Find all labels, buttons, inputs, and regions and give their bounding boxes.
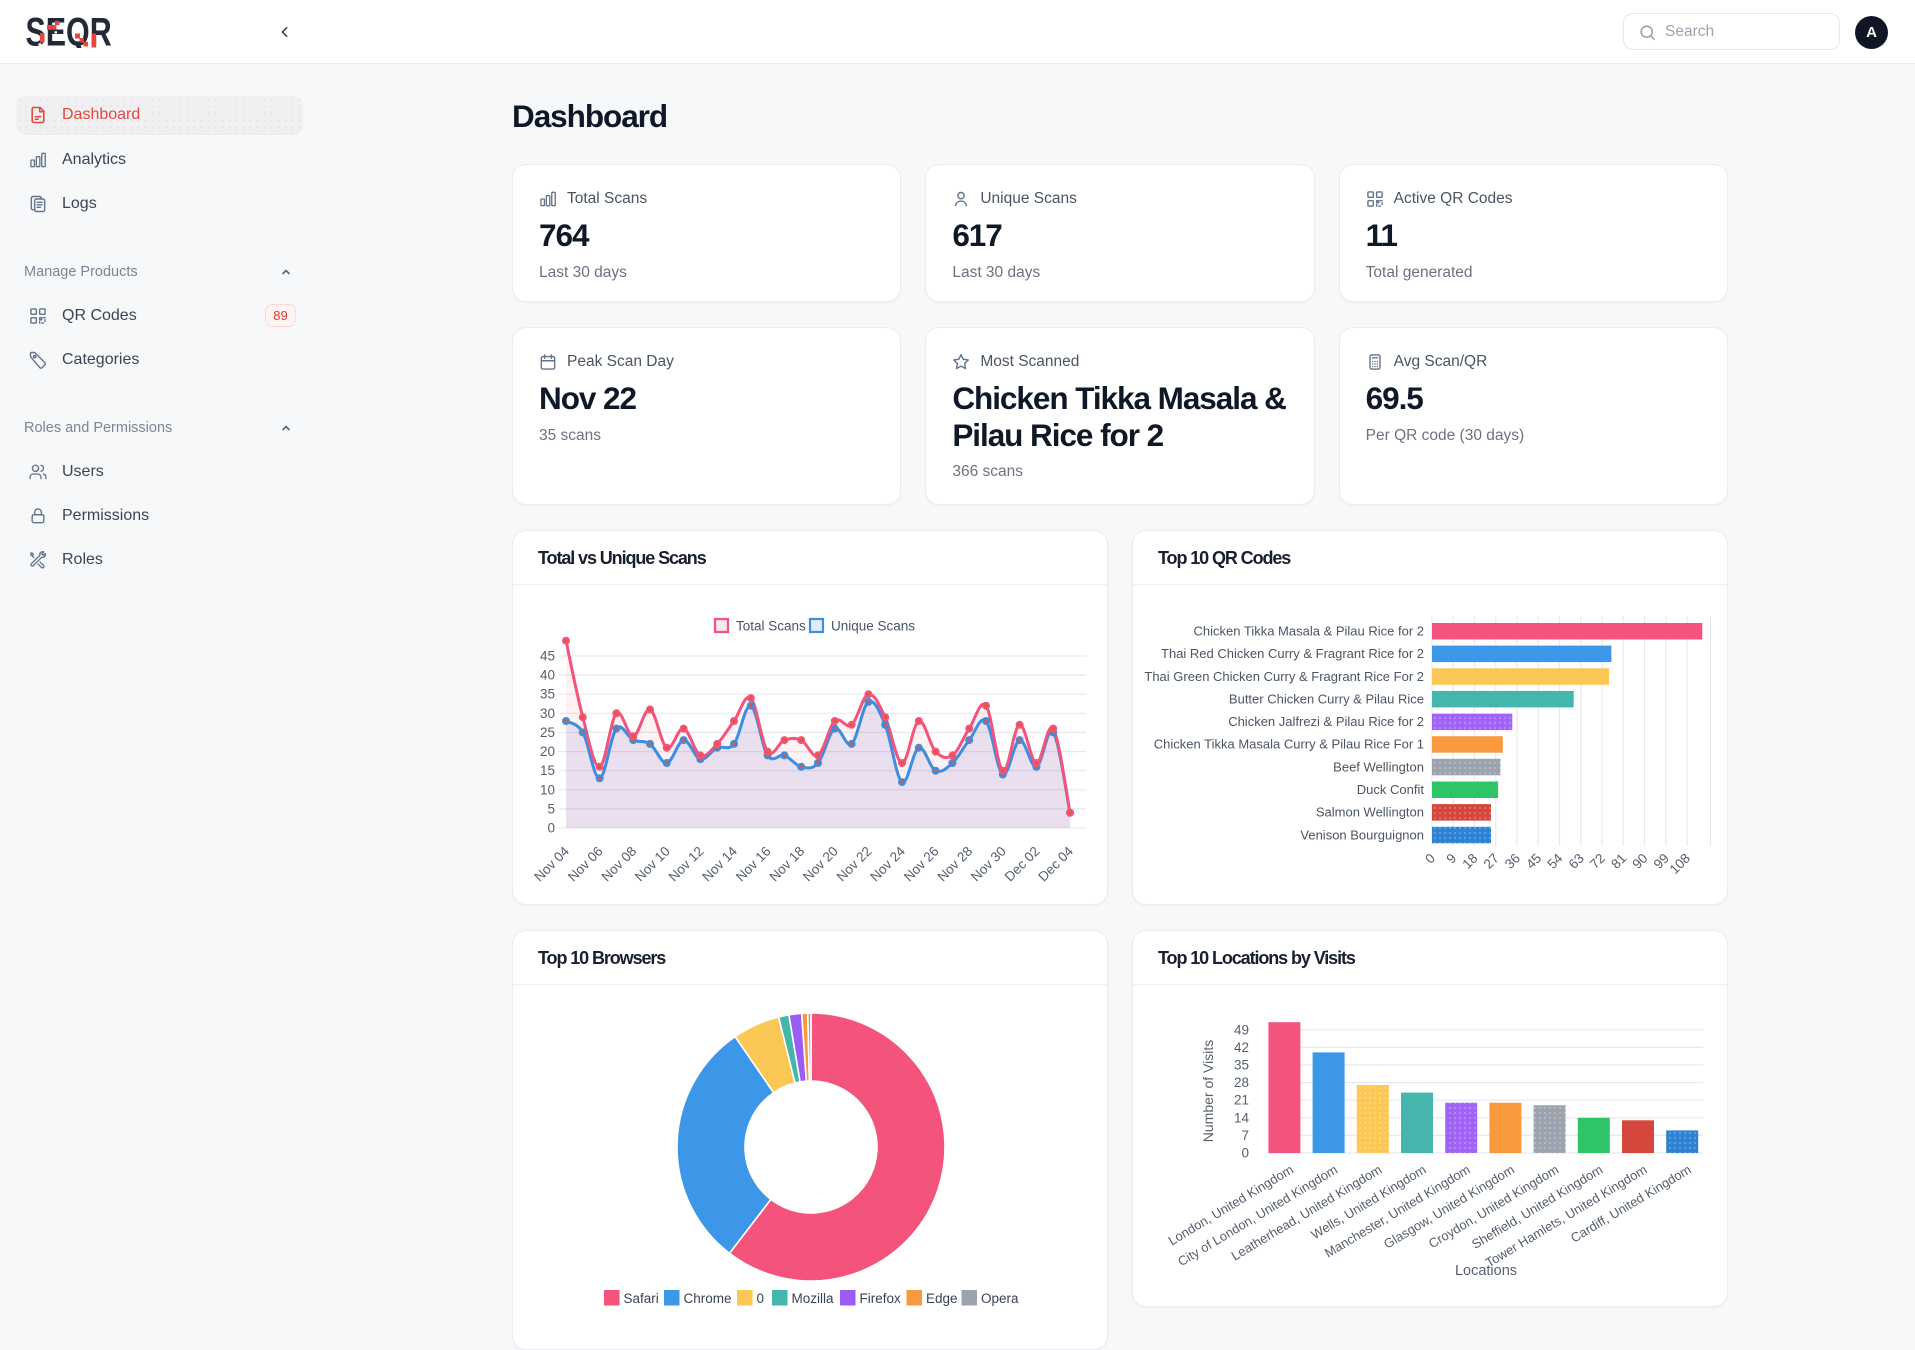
- svg-text:Nov 10: Nov 10: [632, 844, 673, 885]
- svg-text:Nov 26: Nov 26: [901, 844, 942, 885]
- svg-text:0: 0: [1241, 1146, 1249, 1161]
- svg-text:21: 21: [1234, 1093, 1249, 1108]
- svg-text:Firefox: Firefox: [860, 1291, 902, 1306]
- svg-text:108: 108: [1667, 851, 1694, 878]
- svg-text:0: 0: [1422, 851, 1438, 867]
- svg-text:15: 15: [540, 763, 555, 778]
- svg-text:5: 5: [547, 801, 555, 816]
- svg-text:Nov 14: Nov 14: [699, 843, 740, 884]
- svg-text:27: 27: [1481, 851, 1502, 872]
- svg-text:Safari: Safari: [624, 1291, 659, 1306]
- svg-text:Dec 04: Dec 04: [1035, 843, 1076, 884]
- svg-text:40: 40: [540, 668, 555, 683]
- svg-text:10: 10: [540, 782, 555, 797]
- svg-text:9: 9: [1443, 851, 1459, 867]
- svg-text:Nov 18: Nov 18: [766, 844, 807, 885]
- svg-text:14: 14: [1234, 1110, 1250, 1125]
- svg-text:35: 35: [540, 687, 555, 702]
- svg-text:0: 0: [547, 821, 555, 836]
- svg-text:Nov 24: Nov 24: [867, 843, 908, 884]
- svg-text:Chicken Jalfrezi & Pilau Rice: Chicken Jalfrezi & Pilau Rice for 2: [1228, 714, 1424, 729]
- svg-text:Total Scans: Total Scans: [736, 619, 806, 634]
- svg-text:36: 36: [1502, 851, 1523, 872]
- svg-text:72: 72: [1587, 851, 1608, 872]
- svg-text:Chicken Tikka Masala & Pilau R: Chicken Tikka Masala & Pilau Rice for 2: [1194, 624, 1424, 639]
- svg-text:Thai Red Chicken Curry & Fragr: Thai Red Chicken Curry & Fragrant Rice f…: [1161, 646, 1424, 661]
- svg-text:Nov 20: Nov 20: [800, 844, 841, 885]
- svg-text:Chrome: Chrome: [684, 1291, 732, 1306]
- svg-text:Thai Green Chicken Curry & Fra: Thai Green Chicken Curry & Fragrant Rice…: [1144, 669, 1424, 684]
- svg-text:Beef Wellington: Beef Wellington: [1333, 759, 1424, 774]
- svg-text:SEQR: SEQR: [26, 14, 112, 48]
- svg-text:Dec 02: Dec 02: [1002, 844, 1043, 885]
- svg-text:63: 63: [1566, 851, 1587, 872]
- svg-text:45: 45: [1523, 851, 1544, 872]
- svg-text:Nov 08: Nov 08: [598, 844, 639, 885]
- svg-text:42: 42: [1234, 1040, 1249, 1055]
- svg-text:Nov 28: Nov 28: [934, 844, 975, 885]
- svg-text:Opera: Opera: [981, 1291, 1019, 1306]
- svg-text:18: 18: [1459, 851, 1480, 872]
- svg-text:Duck Confit: Duck Confit: [1357, 782, 1425, 797]
- svg-text:81: 81: [1608, 851, 1629, 872]
- svg-text:Butter Chicken Curry & Pilau R: Butter Chicken Curry & Pilau Rice: [1229, 691, 1424, 706]
- svg-text:7: 7: [1241, 1128, 1249, 1143]
- svg-text:Salmon Wellington: Salmon Wellington: [1316, 805, 1424, 820]
- svg-text:20: 20: [540, 744, 555, 759]
- svg-text:Venison Bourguignon: Venison Bourguignon: [1300, 827, 1424, 842]
- svg-text:28: 28: [1234, 1075, 1249, 1090]
- svg-text:Chicken Tikka Masala Curry & P: Chicken Tikka Masala Curry & Pilau Rice …: [1154, 737, 1424, 752]
- svg-text:30: 30: [540, 706, 555, 721]
- svg-text:Locations: Locations: [1455, 1263, 1517, 1279]
- svg-text:Nov 16: Nov 16: [733, 844, 774, 885]
- svg-text:35: 35: [1234, 1058, 1249, 1073]
- svg-text:Nov 04: Nov 04: [531, 843, 572, 884]
- svg-text:Nov 30: Nov 30: [968, 844, 1009, 885]
- svg-text:90: 90: [1629, 851, 1650, 872]
- svg-text:Edge: Edge: [926, 1291, 958, 1306]
- svg-text:25: 25: [540, 725, 555, 740]
- svg-text:Number of Visits: Number of Visits: [1200, 1040, 1216, 1142]
- svg-text:49: 49: [1234, 1022, 1249, 1037]
- svg-text:Nov 22: Nov 22: [834, 844, 875, 885]
- svg-text:Nov 06: Nov 06: [565, 844, 606, 885]
- svg-text:Unique Scans: Unique Scans: [831, 619, 915, 634]
- svg-text:0: 0: [757, 1291, 765, 1306]
- svg-text:Nov 12: Nov 12: [666, 844, 707, 885]
- svg-text:45: 45: [540, 649, 555, 664]
- svg-text:Mozilla: Mozilla: [792, 1291, 835, 1306]
- svg-text:54: 54: [1544, 850, 1566, 872]
